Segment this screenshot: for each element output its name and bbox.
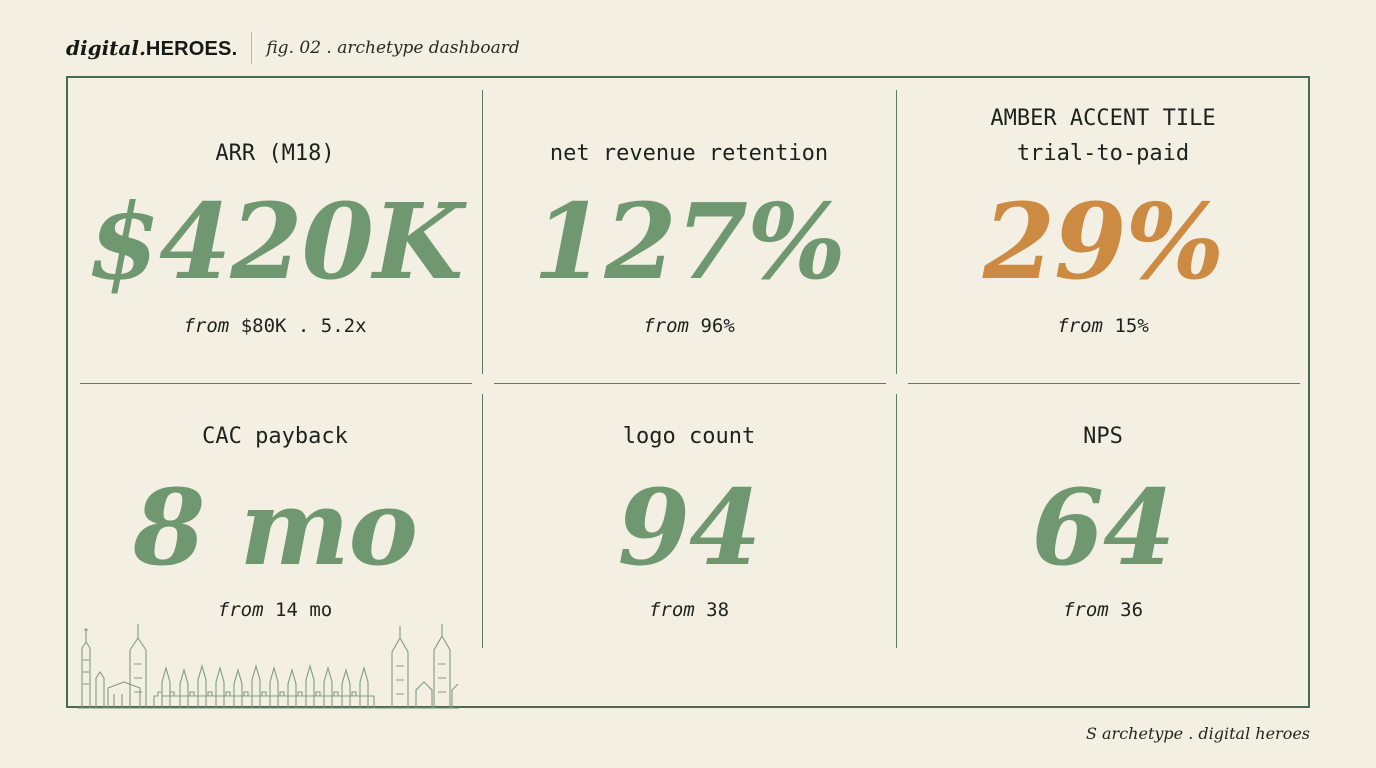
brand-bold: HEROES. xyxy=(145,37,238,60)
tile-label: trial-to-paid xyxy=(1016,141,1190,166)
kpi-tile-cac-payback: CAC payback 8 mo from 14 mo xyxy=(68,383,482,683)
from-word: from xyxy=(217,599,264,621)
tile-kicker: AMBER ACCENT TILE xyxy=(990,106,1216,131)
from-word: from xyxy=(648,599,695,621)
kpi-tile-arr: ARR (M18) $420K from $80K . 5.2x xyxy=(68,78,482,383)
footer-credit: S archetype . digital heroes xyxy=(1085,724,1310,743)
row-divider xyxy=(908,383,1300,385)
from-value: 38 xyxy=(706,599,730,621)
tile-value: 127% xyxy=(533,180,846,303)
row-divider xyxy=(494,383,886,385)
column-divider xyxy=(896,90,898,374)
figure-caption: fig. 02 . archetype dashboard xyxy=(266,38,520,58)
tile-value: 8 mo xyxy=(133,466,418,589)
kpi-tile-nps: NPS 64 from 36 xyxy=(896,383,1310,683)
skyline-illustration xyxy=(78,624,459,709)
from-word: from xyxy=(1062,599,1109,621)
tile-label: net revenue retention xyxy=(549,141,829,166)
from-value: $80K . 5.2x xyxy=(240,315,367,337)
header-divider xyxy=(251,32,253,64)
kpi-tile-logo-count: logo count 94 from 38 xyxy=(482,383,896,683)
from-word: from xyxy=(643,315,689,337)
tile-value: 29% xyxy=(982,180,1225,303)
brand-italic: digital. xyxy=(66,35,146,60)
from-value: 96% xyxy=(700,315,735,337)
tile-value: $420K xyxy=(87,180,464,303)
from-value: 14 mo xyxy=(275,599,333,621)
tile-label: NPS xyxy=(1083,424,1123,449)
tile-value: 94 xyxy=(617,466,762,589)
tile-comparison: from 15% xyxy=(896,315,1310,337)
tile-comparison: from 96% xyxy=(482,315,896,337)
column-divider xyxy=(482,394,484,648)
from-word: from xyxy=(1057,315,1103,337)
from-word: from xyxy=(183,315,230,337)
brand-logo: digital.HEROES. xyxy=(66,36,237,61)
kpi-tile-trial-to-paid: AMBER ACCENT TILE trial-to-paid 29% from… xyxy=(896,78,1310,383)
from-value: 36 xyxy=(1120,599,1144,621)
column-divider xyxy=(482,90,484,374)
tile-label: ARR (M18) xyxy=(215,141,335,166)
tile-comparison: from $80K . 5.2x xyxy=(68,315,482,337)
tile-comparison: from 14 mo xyxy=(68,599,482,621)
column-divider xyxy=(896,394,898,648)
tile-value: 64 xyxy=(1031,466,1176,589)
tile-label: CAC payback xyxy=(202,424,348,449)
dashboard-board: ARR (M18) $420K from $80K . 5.2x net rev… xyxy=(66,76,1310,708)
from-value: 15% xyxy=(1114,315,1149,337)
header: digital.HEROES. fig. 02 . archetype dash… xyxy=(66,30,520,66)
tile-label: logo count xyxy=(622,424,756,449)
row-divider xyxy=(80,383,472,385)
tile-comparison: from 38 xyxy=(482,599,896,621)
kpi-tile-nrr: net revenue retention 127% from 96% xyxy=(482,78,896,383)
tile-comparison: from 36 xyxy=(896,599,1310,621)
